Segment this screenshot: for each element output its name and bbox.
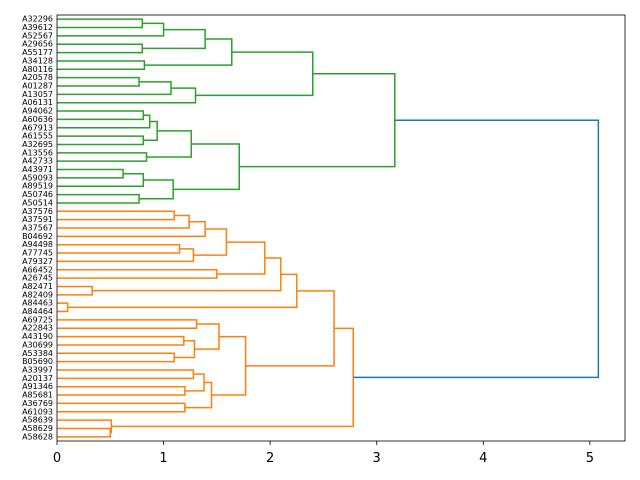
leaf-label: A61555	[22, 132, 53, 141]
dendrogram-link	[57, 427, 112, 438]
leaf-label: B04692	[22, 232, 53, 241]
leaf-label: A26745	[22, 274, 53, 283]
leaf-label: A89519	[22, 182, 53, 191]
x-tick-label: 2	[266, 451, 274, 466]
dendrogram-link	[57, 335, 185, 346]
x-tick-label: 3	[373, 451, 381, 466]
leaf-label: A13057	[22, 90, 53, 99]
dendrogram-link	[57, 193, 140, 204]
leaf-label: A42733	[22, 157, 53, 166]
leaf-label: A60636	[22, 115, 53, 124]
dendrogram-link	[57, 352, 175, 363]
dendrogram-link	[245, 290, 335, 367]
dendrogram-link	[57, 168, 124, 179]
dendrogram-link	[194, 323, 220, 350]
leaf-label: A69725	[22, 315, 53, 324]
leaf-label: A61093	[22, 407, 53, 416]
leaf-label: A37591	[22, 215, 53, 224]
leaf-label: A22843	[22, 324, 53, 333]
leaf-label: A80116	[22, 65, 53, 74]
leaf-label: A58629	[22, 424, 53, 433]
leaf-label: A67913	[22, 123, 53, 132]
leaf-label: A79327	[22, 257, 53, 266]
x-tick-label: 0	[53, 451, 61, 466]
dendrogram-link	[239, 72, 396, 168]
leaf-label: A91346	[22, 382, 53, 391]
dendrogram-links	[57, 18, 600, 438]
dendrogram-link	[57, 18, 144, 29]
leaf-label: A30699	[22, 340, 53, 349]
dendrogram-link	[57, 76, 140, 87]
leaf-label: A94062	[22, 107, 53, 116]
dendrogram-link	[144, 38, 233, 66]
leaf-label: A94498	[22, 240, 53, 249]
leaf-label: A20578	[22, 73, 53, 82]
leaf-label: A37567	[22, 224, 53, 233]
leaf-label: B05690	[22, 357, 53, 366]
x-axis: 0 1 2 3 4 5	[53, 441, 594, 466]
leaf-label: A39612	[22, 23, 53, 32]
leaf-label: A37576	[22, 207, 53, 216]
dendrogram-link	[353, 119, 600, 379]
dendrogram-link	[57, 43, 144, 54]
leaf-label: A50746	[22, 190, 53, 199]
leaf-label: A82471	[22, 282, 53, 291]
dendrogram-link	[57, 248, 195, 263]
leaf-label: A77745	[22, 249, 53, 258]
leaf-label: A53384	[22, 349, 53, 358]
leaf-label: A55177	[22, 48, 53, 57]
leaf-label: A85681	[22, 391, 53, 400]
dendrogram-link	[57, 369, 195, 380]
leaf-label: A58628	[22, 432, 53, 441]
leaf-labels: A32296A39612A52567A29656A55177A34128A801…	[22, 15, 53, 442]
leaf-label: A50514	[22, 198, 53, 207]
leaf-label: A29656	[22, 40, 53, 49]
leaf-label: A59093	[22, 173, 53, 182]
leaf-label: A32296	[22, 15, 53, 24]
dendrogram-link	[57, 319, 198, 329]
leaf-label: A13556	[22, 148, 53, 157]
x-tick-label: 4	[479, 451, 487, 466]
leaf-label: A34128	[22, 56, 53, 65]
dendrogram-link	[111, 327, 355, 428]
leaf-label: A84464	[22, 307, 53, 316]
leaf-label: A52567	[22, 31, 53, 40]
leaf-label: A66452	[22, 265, 53, 274]
x-tick-label: 5	[586, 451, 594, 466]
leaf-label: A43971	[22, 165, 53, 174]
plot-frame	[56, 14, 626, 442]
dendrogram-link	[57, 210, 175, 221]
leaf-label: A43190	[22, 332, 53, 341]
leaf-label: A06131	[22, 98, 53, 107]
leaf-label: A82409	[22, 290, 53, 299]
leaf-label: A36769	[22, 399, 53, 408]
leaf-label: A32695	[22, 140, 53, 149]
x-tick-label: 1	[159, 451, 167, 466]
leaf-label: A01287	[22, 82, 53, 91]
leaf-label: A58639	[22, 416, 53, 425]
leaf-label: A84463	[22, 299, 53, 308]
leaf-label: A33997	[22, 366, 53, 375]
leaf-label: A20137	[22, 374, 53, 383]
dendrogram-link	[57, 81, 172, 96]
